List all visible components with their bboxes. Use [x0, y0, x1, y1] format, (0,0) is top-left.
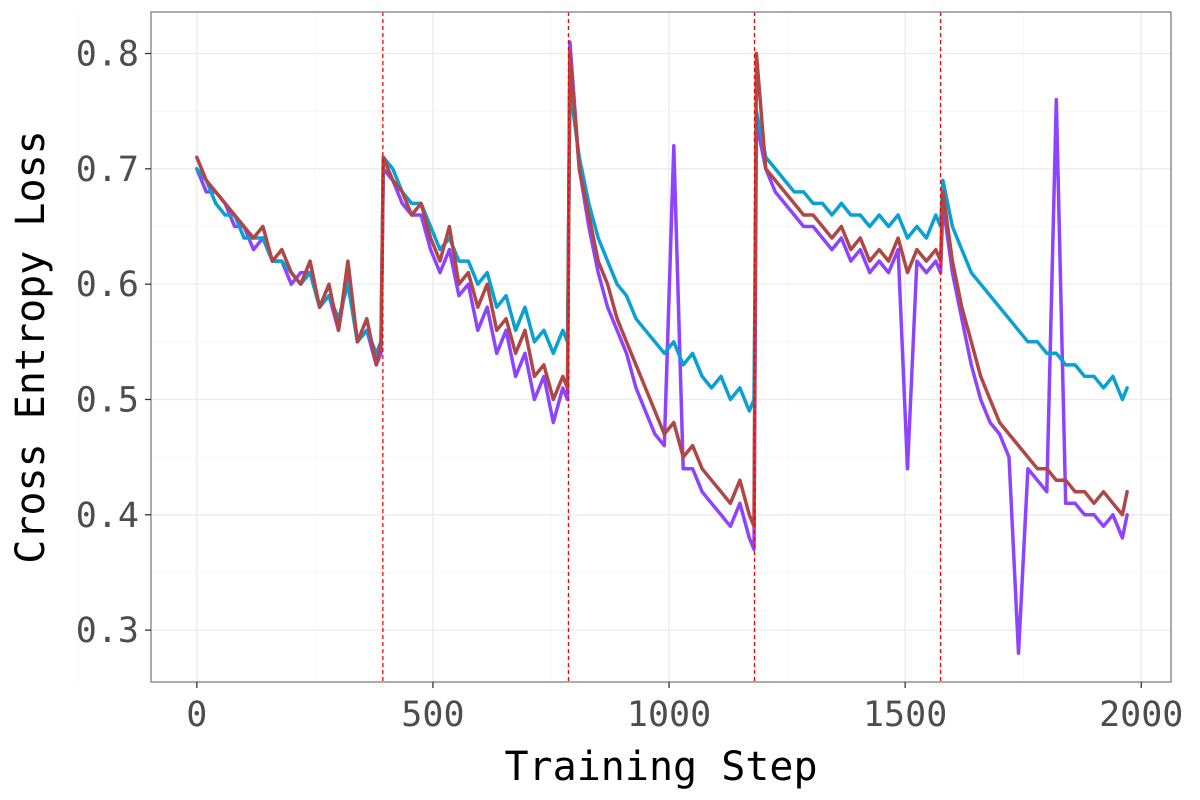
y-tick-label: 0.4 [76, 496, 139, 536]
x-tick-label: 1000 [627, 695, 711, 735]
y-tick-label: 0.3 [76, 611, 139, 651]
series-lines [195, 40, 1129, 655]
x-tick-label: 0 [186, 695, 207, 735]
y-tick-label: 0.5 [76, 380, 139, 420]
y-tick-label: 0.6 [76, 265, 139, 305]
y-axis-title: Cross Entropy Loss [8, 130, 54, 563]
axis-ticks: 0 500 1000 1500 2000 0.3 0.4 0.5 0.6 0.7 0.8 [76, 35, 1184, 735]
x-tick-label: 1500 [863, 695, 947, 735]
grid [78, 12, 1171, 682]
y-tick-label: 0.7 [76, 150, 139, 190]
x-tick-label: 500 [401, 695, 464, 735]
panel-border [150, 11, 1172, 683]
x-tick-label: 2000 [1099, 695, 1183, 735]
series-line-3 [195, 51, 1129, 529]
y-tick-label: 0.8 [76, 35, 139, 75]
x-axis-title: Training Step [504, 744, 817, 790]
